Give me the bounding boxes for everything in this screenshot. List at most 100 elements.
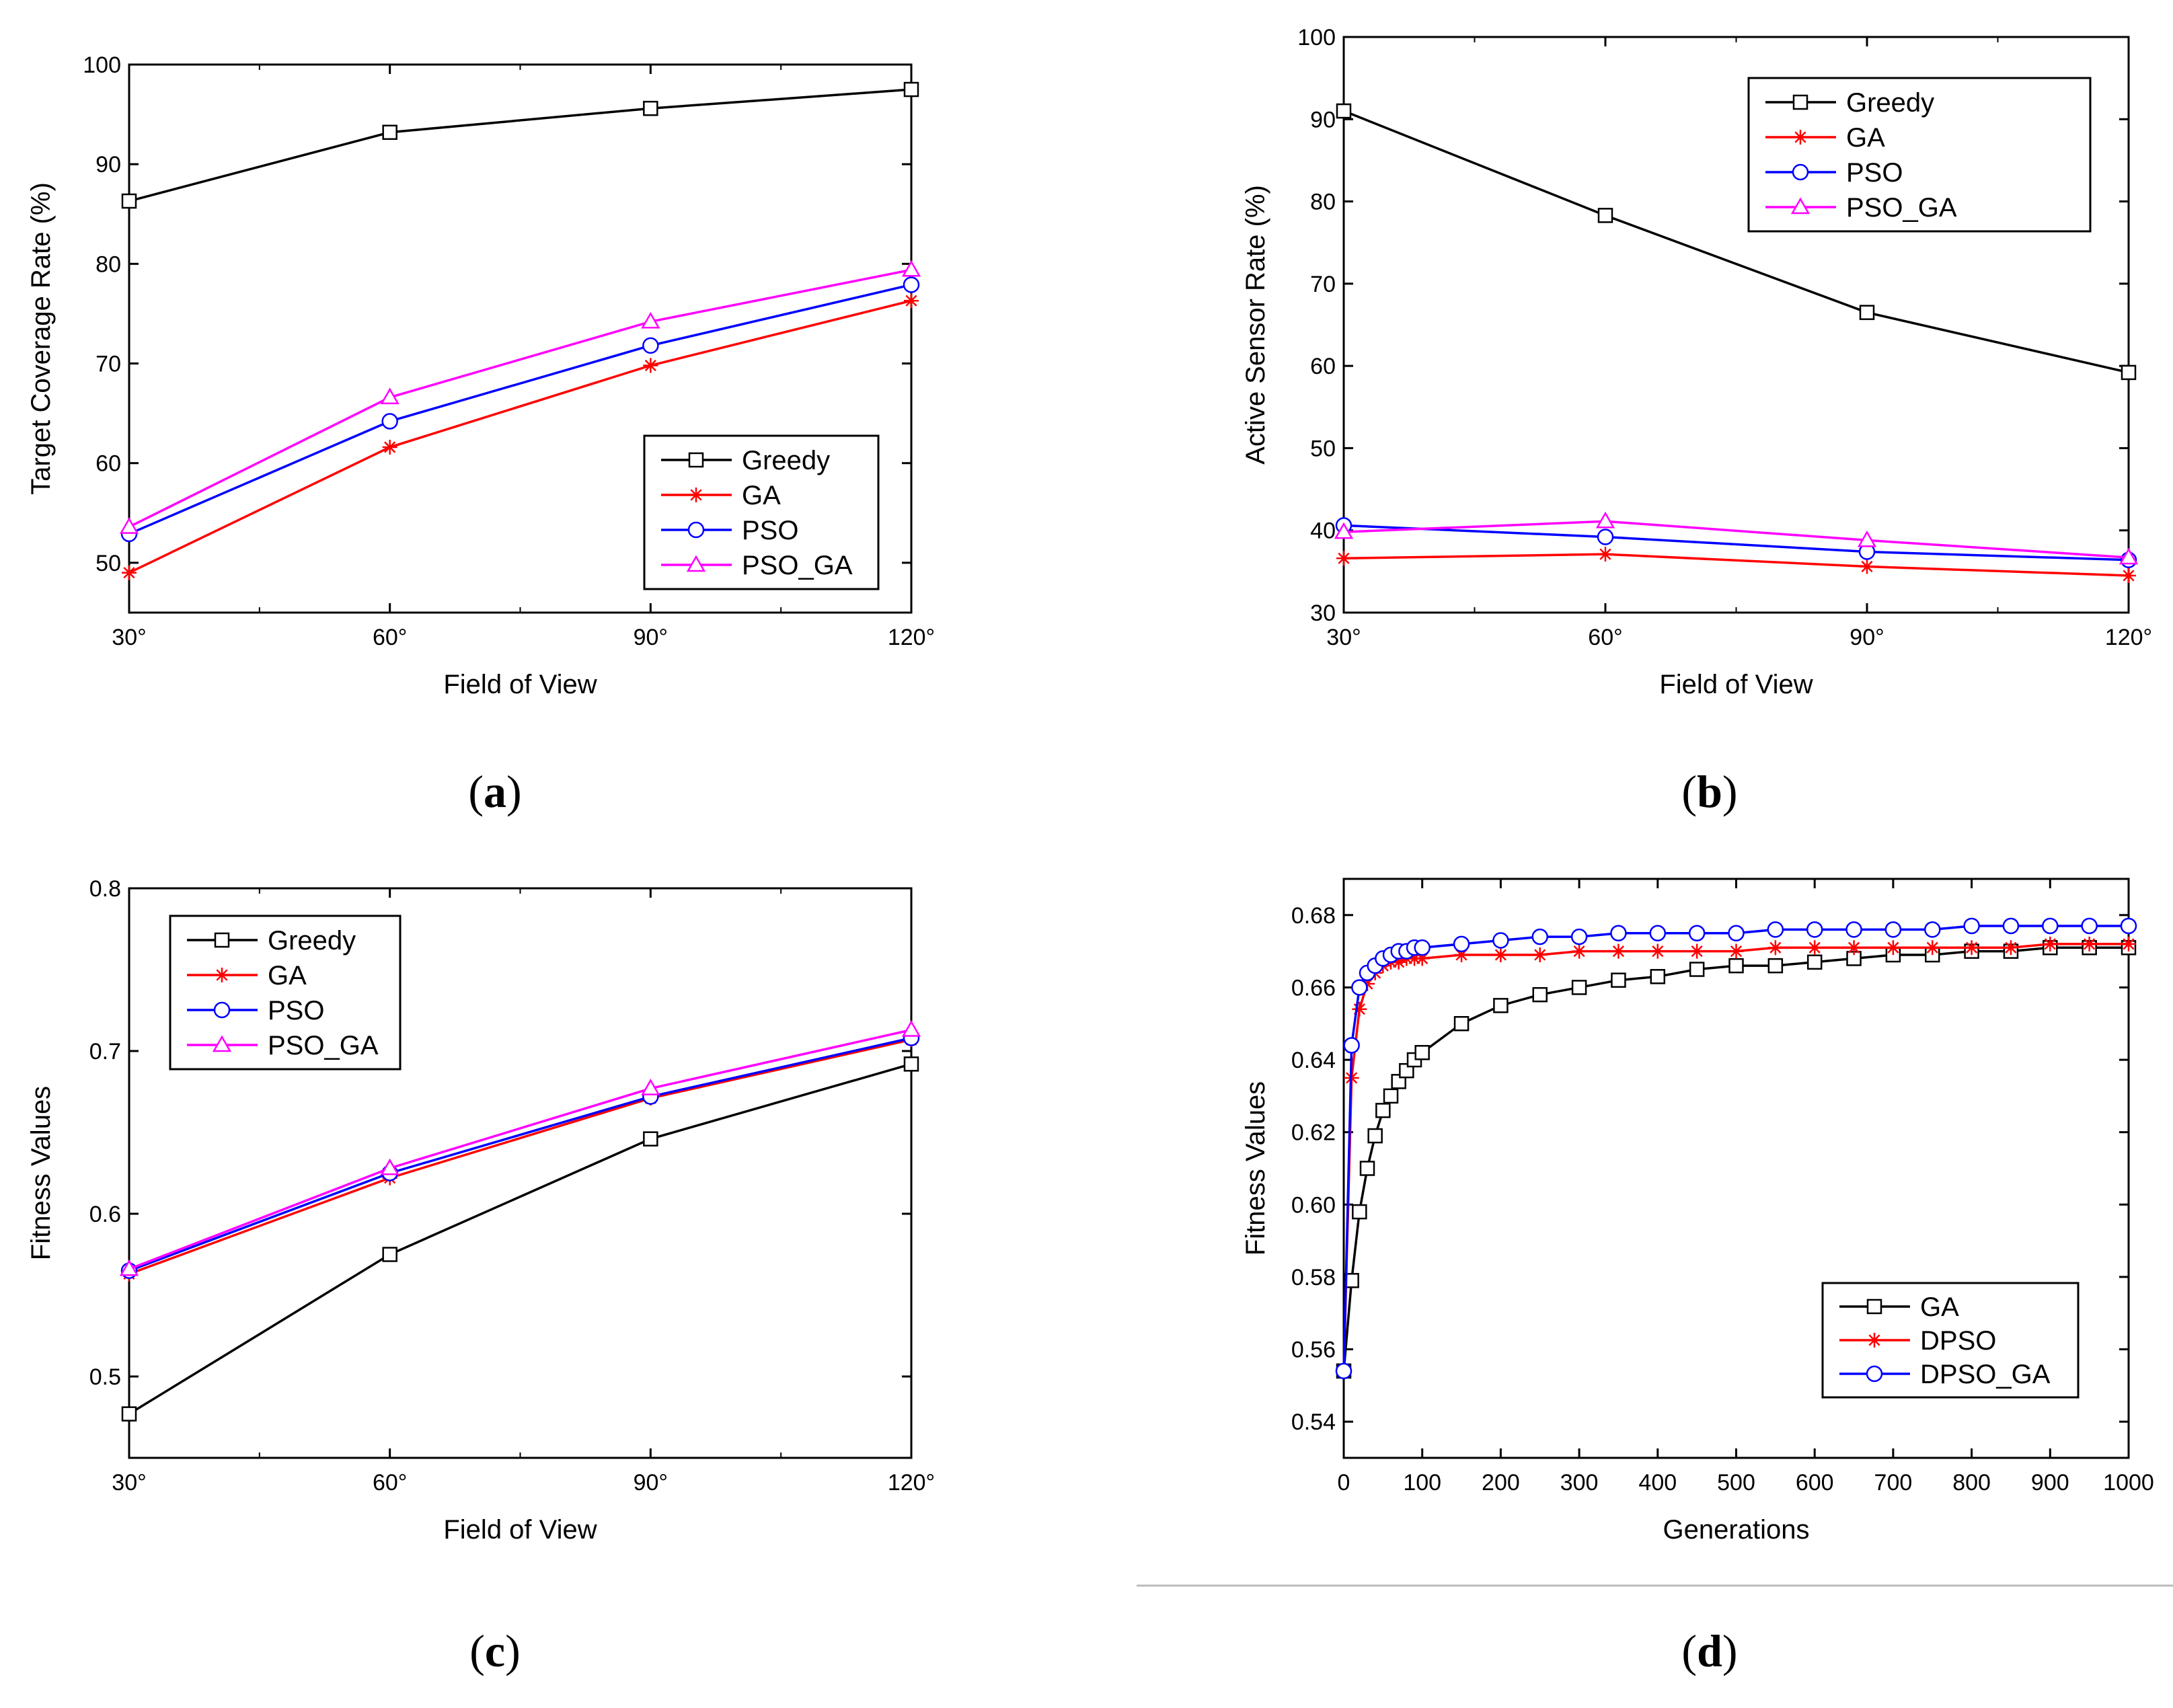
x-tick-label: 500: [1717, 1470, 1755, 1496]
legend: Greedy GA PSO PSO_GA: [169, 915, 402, 1071]
data-point: [1728, 925, 1745, 941]
data-point: [2082, 936, 2097, 952]
data-point: [1963, 917, 1980, 935]
x-tick-label: 700: [1874, 1470, 1913, 1496]
panel-b: 30 40 50 60 70 80 90 100 30° 60° 90° 120° Field of V…: [1241, 25, 2152, 817]
x-axis-label: Field of View: [1659, 670, 1813, 699]
data-point: [1611, 943, 1626, 959]
legend-box: [169, 915, 402, 1071]
panel-caption: (d): [1681, 1625, 1737, 1676]
series-ga: [122, 293, 919, 580]
y-tick-label: 0.7: [89, 1039, 121, 1064]
y-tick-label: 0.68: [1291, 903, 1336, 929]
data-point: [643, 100, 658, 116]
data-point: [1334, 522, 1354, 539]
y-tick-label: 50: [1310, 436, 1336, 461]
data-point: [1728, 958, 1744, 974]
y-tick-label: 50: [96, 551, 121, 576]
x-tick-label: 400: [1638, 1470, 1677, 1496]
data-point: [1531, 928, 1548, 945]
legend-marker: [212, 1035, 232, 1052]
legend-marker: [213, 1001, 231, 1019]
panel-caption: (b): [1681, 766, 1737, 817]
legend-label: PSO_GA: [1846, 193, 1957, 223]
data-point: [1857, 530, 1877, 547]
data-point: [1885, 940, 1901, 956]
data-point: [1414, 1045, 1430, 1060]
y-tick-label: 100: [1297, 25, 1336, 50]
data-point: [2121, 568, 2136, 583]
data-point: [1375, 1103, 1391, 1118]
legend-marker: [1793, 130, 1808, 145]
legend-marker: [688, 452, 704, 468]
data-point: [382, 440, 397, 455]
series-pso-ga: [119, 1020, 921, 1276]
data-point: [1806, 954, 1823, 970]
data-point: [1597, 529, 1614, 545]
y-tick-label: 40: [1310, 518, 1336, 544]
x-tick-label: 30°: [1326, 625, 1361, 650]
legend-label: GA: [1920, 1292, 1959, 1322]
legend-label: PSO: [1846, 158, 1903, 188]
data-point: [1925, 940, 1940, 956]
legend-marker: [1792, 94, 1808, 110]
x-tick-label: 600: [1796, 1470, 1834, 1496]
y-tick-label: 0.56: [1291, 1337, 1336, 1363]
y-tick-label: 70: [96, 352, 121, 377]
legend-marker: [1866, 1365, 1883, 1383]
series-greedy: [121, 81, 919, 209]
x-tick-label: 120°: [2105, 625, 2152, 650]
x-tick-label: 120°: [888, 625, 935, 650]
data-point: [119, 1259, 139, 1276]
legend: Greedy GA PSO PSO_GA: [1747, 77, 2092, 233]
series-line: [128, 1028, 912, 1270]
data-point: [1453, 1016, 1470, 1032]
series-pso-ga: [1334, 511, 2139, 565]
panel-caption-letter: b: [1697, 766, 1722, 817]
data-point: [1846, 940, 1862, 956]
legend-box: [643, 434, 880, 590]
data-point: [1859, 305, 1875, 320]
data-point: [1454, 947, 1470, 963]
data-point: [1335, 1362, 1352, 1380]
data-point: [122, 565, 137, 580]
data-point: [1806, 921, 1823, 938]
data-point: [904, 293, 919, 309]
legend-marker: [689, 488, 703, 502]
x-tick-label: 300: [1560, 1470, 1599, 1496]
legend-marker: [1867, 1333, 1882, 1348]
data-point: [1650, 943, 1665, 959]
y-axis-label: Fitness Values: [26, 1086, 56, 1260]
data-point: [1367, 1128, 1383, 1144]
series-line: [128, 1038, 912, 1276]
data-point: [1351, 979, 1368, 996]
series-greedy: [121, 1056, 919, 1422]
data-point: [1360, 976, 1375, 992]
data-point: [2121, 936, 2136, 952]
panel-caption-letter: a: [484, 766, 506, 817]
data-point: [1407, 951, 1422, 966]
x-tick-label: 0: [1338, 1470, 1350, 1496]
legend-label: PSO: [268, 996, 324, 1025]
legend-marker: [215, 968, 229, 982]
legend-label: DPSO: [1920, 1326, 1996, 1356]
series-pso-ga: [119, 260, 921, 534]
data-point: [1492, 932, 1509, 949]
series-line: [128, 283, 912, 535]
data-point: [2003, 940, 2018, 956]
y-tick-label: 0.54: [1291, 1409, 1336, 1435]
y-tick-label: 90: [1310, 107, 1336, 132]
y-tick-label: 0.66: [1291, 975, 1336, 1001]
x-axis-label: Generations: [1663, 1515, 1810, 1545]
data-point: [643, 358, 658, 373]
panel-caption-letter: d: [1697, 1625, 1722, 1676]
y-tick-label: 0.6: [89, 1202, 121, 1227]
y-tick-label: 0.5: [89, 1364, 121, 1390]
series-line: [1343, 524, 2129, 561]
x-tick-label: 60°: [373, 1470, 407, 1496]
data-point: [1649, 925, 1667, 941]
legend-label: Greedy: [268, 926, 356, 956]
data-point: [1493, 998, 1509, 1013]
legend-label: PSO_GA: [268, 1031, 379, 1060]
